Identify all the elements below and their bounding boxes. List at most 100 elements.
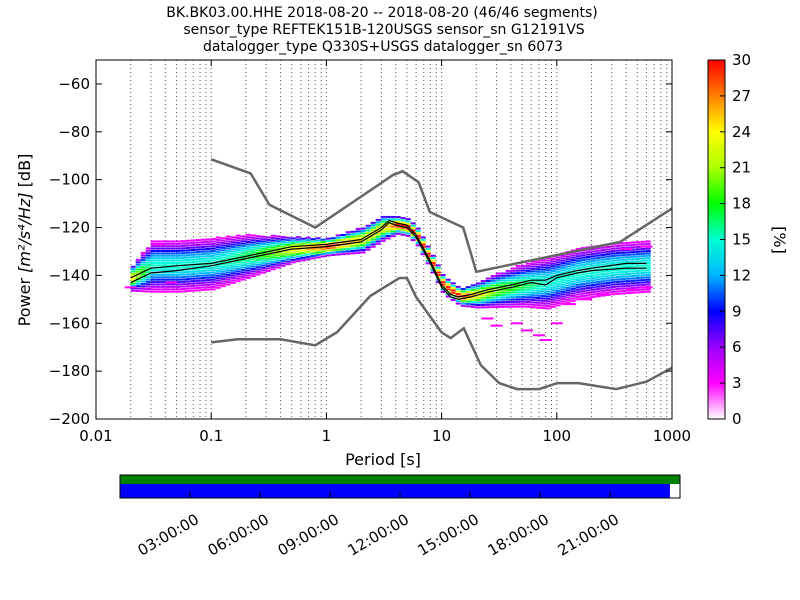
density-cell <box>590 276 596 279</box>
density-cell <box>380 235 386 238</box>
density-cell <box>155 290 161 293</box>
density-cell <box>410 227 416 230</box>
density-cell <box>170 264 176 267</box>
density-cell <box>150 288 156 291</box>
density-cell <box>220 282 226 285</box>
density-cell <box>320 248 326 251</box>
density-cell <box>595 264 601 267</box>
density-cell <box>245 267 251 270</box>
density-cell <box>380 215 386 218</box>
density-cell <box>375 242 381 245</box>
density-cell <box>185 258 191 261</box>
density-cell <box>595 278 601 281</box>
density-cell <box>200 253 206 256</box>
density-cell <box>265 260 271 263</box>
density-outlier <box>563 303 576 306</box>
density-cell <box>560 302 566 305</box>
density-cell <box>175 278 181 281</box>
timeline-data-bar <box>120 484 670 498</box>
density-cell <box>520 274 526 277</box>
density-cell <box>575 281 581 284</box>
density-cell <box>220 251 226 254</box>
density-cell <box>200 272 206 275</box>
density-outlier <box>640 286 653 289</box>
density-cell <box>190 251 196 254</box>
density-cell <box>350 245 356 248</box>
density-cell <box>635 286 641 289</box>
density-cell <box>555 299 561 302</box>
density-cell <box>270 241 276 244</box>
density-cell <box>375 240 381 243</box>
density-cell <box>560 293 566 296</box>
density-cell <box>245 276 251 279</box>
density-cell <box>240 271 246 274</box>
density-cell <box>235 265 241 268</box>
density-cell <box>590 262 596 265</box>
density-cell <box>235 249 241 252</box>
density-cell <box>170 276 176 279</box>
density-cell <box>210 283 216 286</box>
density-cell <box>285 253 291 256</box>
colorbar-tick-label: 24 <box>732 123 751 141</box>
density-cell <box>205 288 211 291</box>
density-cell <box>240 240 246 243</box>
density-cell <box>395 230 401 233</box>
density-cell <box>490 289 496 292</box>
density-cell <box>500 284 506 287</box>
density-cell <box>575 276 581 279</box>
density-cell <box>610 262 616 265</box>
density-cell <box>170 273 176 276</box>
density-cell <box>180 240 186 243</box>
density-cell <box>155 257 161 260</box>
density-cell <box>275 261 281 264</box>
density-cell <box>180 278 186 281</box>
density-cell <box>305 243 311 246</box>
density-cell <box>565 255 571 258</box>
density-cell <box>595 285 601 288</box>
density-cell <box>580 251 586 254</box>
density-cell <box>260 254 266 257</box>
density-cell <box>370 229 376 232</box>
density-cell <box>140 287 146 290</box>
density-cell <box>585 265 591 268</box>
density-cell <box>540 299 546 302</box>
density-cell <box>220 273 226 276</box>
density-cell <box>480 284 486 287</box>
density-cell <box>515 272 521 275</box>
density-cell <box>295 253 301 256</box>
density-cell <box>525 301 531 304</box>
density-cell <box>620 261 626 264</box>
density-cell <box>245 248 251 251</box>
density-cell <box>270 246 276 249</box>
density-cell <box>270 263 276 266</box>
density-cell <box>325 237 331 240</box>
density-cell <box>495 277 501 280</box>
density-cell <box>640 240 646 243</box>
density-cell <box>240 249 246 252</box>
density-cell <box>485 294 491 297</box>
density-cell <box>540 295 546 298</box>
density-cell <box>200 241 206 244</box>
density-cell <box>165 245 171 248</box>
density-cell <box>205 281 211 284</box>
density-cell <box>190 280 196 283</box>
density-cell <box>640 243 646 246</box>
density-cell <box>535 285 541 288</box>
density-cell <box>430 264 436 267</box>
density-cell <box>540 278 546 281</box>
density-cell <box>535 292 541 295</box>
density-cell <box>135 263 141 266</box>
density-cell <box>245 240 251 243</box>
density-cell <box>205 274 211 277</box>
density-cell <box>560 269 566 272</box>
density-cell <box>625 265 631 268</box>
density-cell <box>490 284 496 287</box>
density-cell <box>300 256 306 259</box>
density-cell <box>425 247 431 250</box>
density-cell <box>580 285 586 288</box>
timeline-tick-label: 06:00:00 <box>205 510 272 559</box>
density-cell <box>625 272 631 275</box>
density-cell <box>180 244 186 247</box>
timeline-tick-label: 18:00:00 <box>485 510 552 559</box>
density-cell <box>305 255 311 258</box>
